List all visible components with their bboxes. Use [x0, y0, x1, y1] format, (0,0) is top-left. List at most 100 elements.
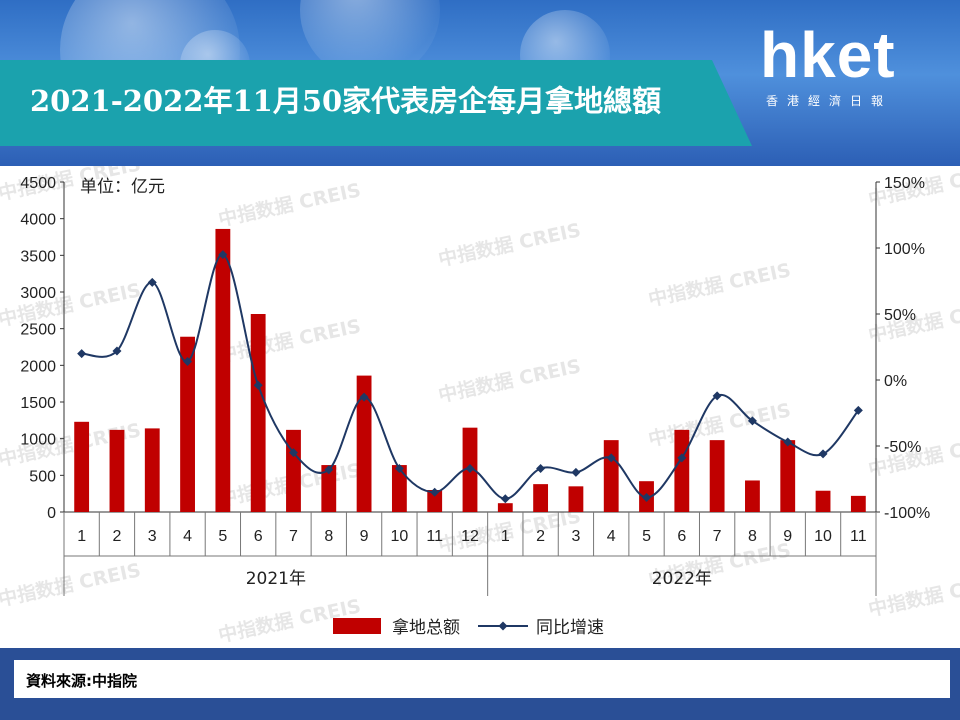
legend-swatch-bar — [333, 618, 381, 634]
x-tick-label: 10 — [390, 528, 408, 545]
y-tick-label-left: 3500 — [20, 248, 56, 265]
x-tick-label: 10 — [814, 528, 832, 545]
x-tick-label: 8 — [748, 528, 757, 545]
y-tick-label-right: -100% — [884, 505, 930, 522]
line-point — [712, 391, 722, 401]
y-tick-label-left: 4000 — [20, 212, 56, 229]
bar — [850, 495, 866, 512]
bar — [745, 480, 760, 512]
combo-chart: 中指数据 CREIS 中指数据 CREIS 中指数据 CREIS 中指数据 CREIS… — [0, 166, 960, 647]
x-tick-label: 5 — [642, 528, 651, 545]
bar — [709, 440, 725, 512]
x-tick-label: 8 — [324, 528, 333, 545]
line-point — [677, 453, 687, 463]
legend-label-bar: 拿地总额 — [392, 617, 460, 638]
line-point — [747, 416, 757, 426]
y-tick-label-left: 3000 — [20, 285, 56, 302]
bar — [215, 228, 231, 512]
line-point — [571, 467, 581, 477]
line-point — [606, 453, 616, 463]
line-point — [324, 465, 334, 475]
source-note: 資料來源:中指院 — [26, 672, 137, 690]
source-box: 資料來源:中指院 — [14, 660, 950, 698]
line-point — [783, 437, 793, 447]
x-tick-label: 6 — [677, 528, 686, 545]
bar — [427, 490, 443, 512]
watermark-text: 中指数据 CREIS — [216, 314, 363, 367]
y-tick-label-right: 100% — [884, 241, 925, 258]
legend-label-line: 同比增速 — [536, 618, 604, 638]
x-tick-label: 6 — [254, 528, 263, 545]
y-tick-label-right: 50% — [884, 307, 916, 324]
line-point — [77, 349, 87, 359]
x-tick-label: 7 — [713, 528, 722, 545]
legend-marker-line — [498, 621, 508, 631]
line-point — [500, 494, 510, 504]
x-tick-label: 9 — [360, 528, 369, 545]
line-point — [430, 487, 440, 497]
y-tick-label-left: 500 — [29, 468, 56, 485]
bar — [321, 465, 337, 512]
line-point — [642, 492, 652, 502]
x-tick-label: 3 — [148, 528, 157, 545]
y-tick-label-left: 0 — [47, 505, 56, 522]
line-point — [465, 463, 475, 473]
bar — [250, 314, 266, 512]
hket-logo: hket 香港經濟日報 — [760, 20, 930, 115]
chart-panel: 中指数据 CREIS 中指数据 CREIS 中指数据 CREIS 中指数据 CREIS… — [0, 166, 960, 648]
header-banner: 2021-2022年11月50家代表房企每月拿地總額 hket 香港經濟日報 — [0, 0, 960, 166]
x-tick-label: 1 — [77, 528, 86, 545]
line-point — [288, 448, 298, 458]
bar — [74, 421, 90, 512]
watermark-text: 中指数据 CREIS — [0, 558, 143, 611]
watermark-text: 中指数据 CREIS — [646, 258, 793, 311]
bar — [109, 429, 125, 512]
bar — [286, 429, 301, 512]
y-tick-label-left: 4500 — [20, 175, 56, 192]
x-tick-label: 12 — [461, 528, 479, 545]
x-tick-label: 1 — [501, 528, 510, 545]
title-band — [0, 60, 752, 146]
logo-subtitle: 香港經濟日報 — [766, 94, 893, 108]
label-layer: 2021年 2022年1 2 3 4 5 6 7 8 9 10 11 12 1 2 3 4 5 6 7 8 9 10 11单位… — [77, 177, 867, 589]
line-point — [853, 405, 863, 415]
bar — [815, 490, 831, 512]
page-title: 2021-2022年11月50家代表房企每月拿地總額 — [30, 84, 662, 118]
line-point — [394, 463, 404, 473]
y-tick-label-right: -50% — [884, 439, 921, 456]
x-tick-label: 11 — [426, 528, 443, 545]
line-layer — [77, 250, 863, 504]
bar — [780, 440, 796, 512]
x-group-label: 2022年 — [652, 569, 712, 589]
x-tick-label: 4 — [183, 528, 192, 545]
footer-bar: 資料來源:中指院 — [0, 648, 960, 720]
y-tick-label-left: 2000 — [20, 358, 56, 375]
line-point — [183, 357, 193, 367]
x-tick-label: 9 — [783, 528, 792, 545]
logo-wordmark: hket — [760, 19, 896, 91]
line-point — [359, 392, 369, 402]
x-tick-label: 11 — [850, 528, 867, 545]
x-tick-label: 4 — [607, 528, 616, 545]
bar — [391, 465, 407, 512]
watermark-layer: 中指数据 CREIS 中指数据 CREIS 中指数据 CREIS 中指数据 CREIS… — [0, 166, 960, 647]
y-tick-label-left: 2500 — [20, 322, 56, 339]
unit-label: 单位：亿元 — [80, 177, 165, 197]
x-group-label: 2021年 — [246, 569, 306, 589]
watermark-text: 中指数据 CREIS — [436, 354, 583, 407]
line-point — [147, 277, 157, 287]
line-point — [112, 346, 122, 356]
bar — [603, 440, 619, 512]
bar — [180, 336, 195, 512]
watermark-text: 中指数据 CREIS — [436, 218, 583, 271]
bars-layer — [74, 228, 866, 512]
x-tick-label: 2 — [113, 528, 122, 545]
bar — [533, 484, 549, 512]
legend-layer: 拿地总额 同比增速 — [333, 617, 604, 638]
x-tick-label: 5 — [218, 528, 227, 545]
watermark-text: 中指数据 CREIS — [216, 178, 363, 231]
line-point — [818, 449, 828, 459]
x-tick-label: 7 — [289, 528, 298, 545]
bar — [356, 375, 372, 512]
watermark-text: 中指数据 CREIS — [866, 568, 960, 621]
